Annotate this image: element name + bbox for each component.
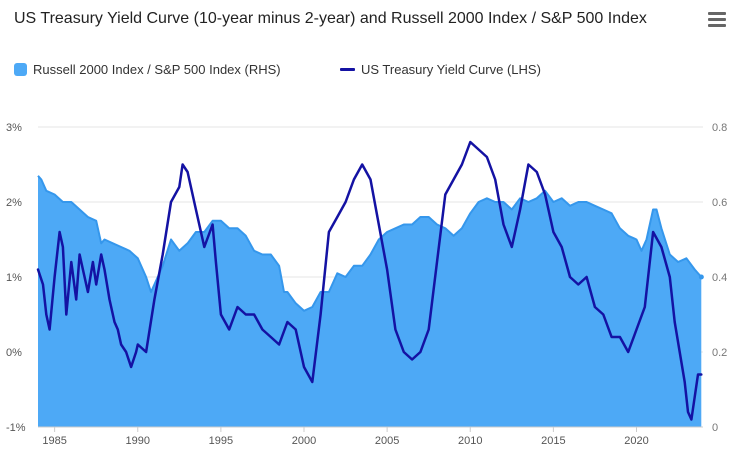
x-tick-label: 2020 — [624, 435, 648, 447]
series-area-outline-russell-ratio — [37, 175, 703, 312]
y-axis-left: 3% 2% 1% 0% -1% — [6, 122, 26, 434]
x-tick-label: 1990 — [126, 435, 150, 447]
legend-area-swatch — [14, 63, 27, 76]
y-right-tick-label: 0 — [712, 422, 718, 434]
y-left-tick-label: 3% — [6, 122, 22, 134]
hamburger-menu-icon[interactable] — [708, 12, 726, 30]
series-area-russell-ratio — [38, 175, 702, 427]
area-end-point — [698, 274, 704, 280]
x-tick-label: 2010 — [458, 435, 482, 447]
area-series-layer — [37, 175, 704, 427]
x-tick-label: 2015 — [541, 435, 565, 447]
legend-line-swatch — [340, 68, 355, 71]
y-left-tick-label: 0% — [6, 347, 22, 359]
line-series-layer — [36, 140, 703, 421]
y-left-tick-label: -1% — [6, 422, 26, 434]
legend-item-russell-ratio[interactable]: Russell 2000 Index / S&P 500 Index (RHS) — [14, 62, 281, 77]
x-tick-label: 2000 — [292, 435, 316, 447]
y-left-tick-label: 2% — [6, 197, 22, 209]
y-axis-right: 0.8 0.6 0.4 0.2 0 — [712, 122, 727, 434]
x-tick-label: 1985 — [42, 435, 66, 447]
legend-label-russell-ratio: Russell 2000 Index / S&P 500 Index (RHS) — [33, 62, 281, 77]
chart-title: US Treasury Yield Curve (10-year minus 2… — [14, 10, 647, 27]
legend-label-yield-curve: US Treasury Yield Curve (LHS) — [361, 62, 541, 77]
x-axis: 1985 1990 1995 2000 2005 2010 2015 2020 — [38, 426, 703, 447]
x-tick-label: 2005 — [375, 435, 399, 447]
y-right-tick-label: 0.6 — [712, 197, 727, 209]
legend-item-yield-curve[interactable]: US Treasury Yield Curve (LHS) — [340, 62, 541, 77]
y-right-tick-label: 0.8 — [712, 122, 727, 134]
series-line-yield-curve — [36, 140, 703, 421]
y-left-tick-label: 1% — [6, 272, 22, 284]
x-tick-label: 1995 — [209, 435, 233, 447]
y-right-tick-label: 0.4 — [712, 272, 727, 284]
y-right-tick-label: 0.2 — [712, 347, 727, 359]
